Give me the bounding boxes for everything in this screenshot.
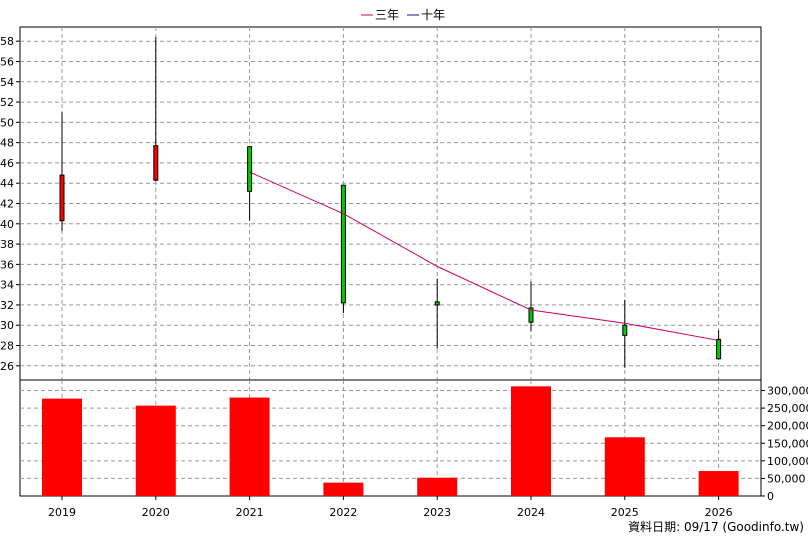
price-tick-label: 40: [0, 218, 14, 231]
volume-plot-area: [19, 379, 762, 497]
candle-2025: [622, 299, 628, 368]
volume-bar-2026: [698, 471, 739, 496]
volume-panel: 0 50,000 100,000 150,000 200,000 250,000 300,0…: [19, 379, 808, 519]
price-panel: 26 28 30 32 34 36 38 40 42 44 46 48 50 52 54 56 58: [0, 26, 762, 381]
x-tick-label: 2026: [705, 506, 733, 519]
price-axis-ticks: 26 28 30 32 34 36 38 40 42 44 46 48 50 52 54 56 58: [0, 35, 20, 373]
volume-bar-2024: [511, 386, 551, 496]
price-tick-label: 44: [0, 177, 14, 190]
price-tick-label: 56: [0, 55, 14, 68]
volume-gridlines: [20, 380, 761, 496]
price-gridlines: [20, 40, 761, 367]
candle-2024: [528, 281, 534, 332]
x-axis-ticks: 2019 2020 2021 2022 2023 2024 2025 2026: [48, 496, 733, 519]
volume-tick-label: 0: [767, 490, 774, 503]
price-tick-label: 54: [0, 76, 14, 89]
price-tick-label: 34: [0, 279, 14, 292]
x-tick-label: 2022: [329, 506, 357, 519]
candle-body: [153, 145, 159, 181]
candle-body: [59, 174, 65, 222]
price-tick-label: 42: [0, 198, 14, 211]
price-tick-label: 48: [0, 137, 14, 150]
volume-bar-2020: [135, 405, 176, 496]
price-tick-label: 50: [0, 116, 14, 129]
legend: 三年 十年: [361, 8, 445, 22]
legend-label-three-year: 三年: [375, 8, 399, 22]
candle-body: [247, 146, 253, 192]
candle-2020: [153, 37, 159, 182]
legend-label-ten-year: 十年: [421, 8, 445, 22]
volume-bar-2023: [417, 477, 458, 496]
candle-2021: [247, 146, 253, 221]
candle-body: [340, 184, 346, 304]
price-tick-label: 30: [0, 319, 14, 332]
candle-body: [622, 324, 628, 336]
x-tick-label: 2025: [611, 506, 639, 519]
three-year-line: [249, 171, 719, 341]
candle-2026: [716, 330, 722, 360]
volume-tick-label: 300,000: [767, 385, 808, 398]
candle-body: [434, 301, 440, 306]
volume-bars: [42, 386, 739, 496]
candles: [59, 37, 722, 368]
price-tick-label: 26: [0, 360, 14, 373]
volume-tick-label: 250,000: [767, 402, 808, 415]
volume-axis-ticks: 0 50,000 100,000 150,000 200,000 250,000 300,0…: [761, 385, 808, 503]
x-tick-label: 2023: [423, 506, 451, 519]
volume-tick-label: 150,000: [767, 437, 808, 450]
volume-bar-2025: [604, 437, 645, 496]
price-tick-label: 52: [0, 96, 14, 109]
x-tick-label: 2024: [517, 506, 545, 519]
x-tick-label: 2019: [48, 506, 76, 519]
x-tick-label: 2020: [142, 506, 170, 519]
candle-2023: [434, 278, 440, 349]
volume-bar-2021: [229, 397, 270, 496]
candle-body: [528, 307, 534, 323]
volume-tick-label: 50,000: [767, 472, 806, 485]
candle-2022: [340, 184, 346, 314]
volume-bar-2019: [42, 398, 82, 496]
candle-body: [716, 338, 722, 360]
price-tick-label: 58: [0, 35, 14, 48]
price-plot-area: [19, 26, 762, 381]
price-tick-label: 32: [0, 299, 14, 312]
volume-bar-2022: [323, 482, 364, 496]
price-tick-label: 38: [0, 238, 14, 251]
x-tick-label: 2021: [236, 506, 264, 519]
volume-tick-label: 200,000: [767, 420, 808, 433]
price-tick-label: 28: [0, 340, 14, 353]
price-tick-label: 36: [0, 258, 14, 271]
volume-tick-label: 100,000: [767, 455, 808, 468]
candle-2019: [59, 112, 65, 231]
price-tick-label: 46: [0, 157, 14, 170]
footer-note: 資料日期: 09/17 (Goodinfo.tw): [628, 520, 804, 534]
